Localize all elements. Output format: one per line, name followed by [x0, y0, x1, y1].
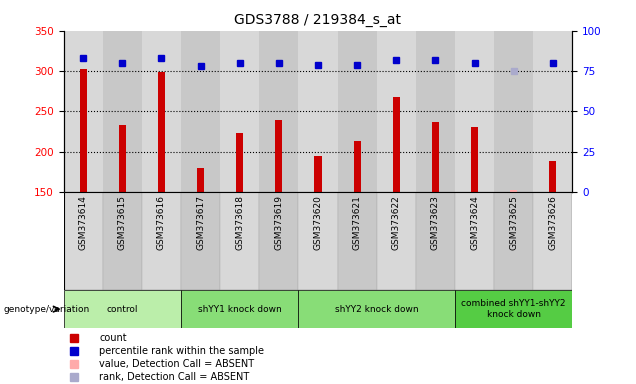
- Bar: [142, 31, 181, 192]
- Text: GSM373617: GSM373617: [196, 195, 205, 250]
- Bar: [455, 290, 572, 328]
- Bar: [314, 156, 322, 192]
- Bar: [64, 290, 181, 328]
- Text: percentile rank within the sample: percentile rank within the sample: [99, 346, 264, 356]
- Bar: [533, 192, 572, 290]
- Bar: [158, 72, 165, 192]
- Bar: [275, 120, 282, 192]
- Text: GSM373622: GSM373622: [392, 195, 401, 250]
- Text: GSM373621: GSM373621: [352, 195, 362, 250]
- Bar: [119, 125, 126, 192]
- Bar: [103, 31, 142, 192]
- Bar: [432, 122, 439, 192]
- Text: GSM373616: GSM373616: [157, 195, 166, 250]
- Bar: [455, 31, 494, 192]
- Bar: [416, 192, 455, 290]
- Bar: [377, 31, 416, 192]
- Text: value, Detection Call = ABSENT: value, Detection Call = ABSENT: [99, 359, 254, 369]
- Text: GSM373623: GSM373623: [431, 195, 440, 250]
- Bar: [471, 127, 478, 192]
- Bar: [338, 192, 377, 290]
- Bar: [354, 141, 361, 192]
- Bar: [298, 192, 338, 290]
- Text: shYY2 knock down: shYY2 knock down: [335, 305, 418, 314]
- Bar: [298, 290, 455, 328]
- Text: GSM373618: GSM373618: [235, 195, 244, 250]
- Text: GSM373619: GSM373619: [274, 195, 284, 250]
- Bar: [510, 190, 517, 192]
- Bar: [455, 192, 494, 290]
- Bar: [181, 31, 220, 192]
- Bar: [259, 192, 298, 290]
- Bar: [298, 31, 338, 192]
- Bar: [494, 31, 533, 192]
- Text: GSM373625: GSM373625: [509, 195, 518, 250]
- Bar: [259, 31, 298, 192]
- Bar: [197, 168, 204, 192]
- Bar: [181, 192, 220, 290]
- Text: genotype/variation: genotype/variation: [3, 305, 90, 314]
- Bar: [416, 31, 455, 192]
- Bar: [64, 31, 103, 192]
- Text: GSM373624: GSM373624: [470, 195, 479, 250]
- Text: control: control: [107, 305, 138, 314]
- Bar: [181, 290, 298, 328]
- Bar: [220, 31, 259, 192]
- Text: count: count: [99, 333, 127, 343]
- Bar: [80, 70, 86, 192]
- Text: rank, Detection Call = ABSENT: rank, Detection Call = ABSENT: [99, 372, 249, 382]
- Text: shYY1 knock down: shYY1 knock down: [198, 305, 282, 314]
- Bar: [377, 192, 416, 290]
- Text: GDS3788 / 219384_s_at: GDS3788 / 219384_s_at: [235, 13, 401, 27]
- Bar: [393, 97, 400, 192]
- Text: GSM373620: GSM373620: [314, 195, 322, 250]
- Bar: [494, 192, 533, 290]
- Text: GSM373626: GSM373626: [548, 195, 557, 250]
- Bar: [338, 31, 377, 192]
- Bar: [220, 192, 259, 290]
- Bar: [550, 161, 556, 192]
- Bar: [103, 192, 142, 290]
- Bar: [64, 192, 103, 290]
- Bar: [142, 192, 181, 290]
- Bar: [236, 133, 243, 192]
- Bar: [533, 31, 572, 192]
- Text: GSM373614: GSM373614: [79, 195, 88, 250]
- Text: combined shYY1-shYY2
knock down: combined shYY1-shYY2 knock down: [462, 300, 566, 319]
- Text: GSM373615: GSM373615: [118, 195, 127, 250]
